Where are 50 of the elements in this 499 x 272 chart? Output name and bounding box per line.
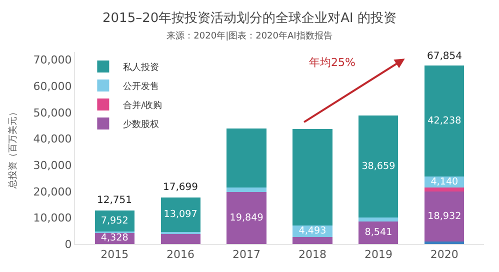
chart-subtitle: 来源：2020年|图表：2020年AI指数报告 — [166, 30, 332, 42]
y-tick-label: 50,000 — [33, 106, 72, 120]
data-label: 8,541 — [364, 227, 392, 238]
y-tick-label: 60,000 — [33, 80, 72, 94]
bar — [292, 128, 332, 226]
data-label: 42,238 — [428, 115, 462, 126]
bar — [226, 192, 266, 244]
data-label: 38,659 — [362, 160, 396, 172]
bar — [358, 222, 398, 244]
total-label: 17,699 — [163, 182, 198, 193]
chart-title: 2015–20年按投资活动划分的全球企业对AI 的投资 — [102, 10, 396, 26]
bar — [424, 188, 464, 192]
legend-label: 合并/收购 — [123, 100, 162, 112]
legend-label: 公开发售 — [123, 81, 160, 92]
legend-label: 少数股权 — [123, 119, 160, 130]
data-label: 18,932 — [428, 210, 462, 222]
bar — [424, 241, 464, 244]
bar — [160, 234, 200, 244]
y-tick-label: 40,000 — [33, 132, 72, 146]
bar — [226, 128, 266, 188]
x-tick-label: 2016 — [166, 248, 195, 262]
bar — [94, 210, 134, 232]
x-tick-label: 2018 — [298, 248, 326, 262]
data-label: 7,952 — [100, 215, 128, 226]
data-label: 4,493 — [298, 226, 326, 237]
data-label: 13,097 — [164, 209, 198, 220]
y-axis-title: 总投资（百万美元） — [8, 108, 19, 190]
x-tick-label: 2020 — [430, 248, 458, 262]
data-label: 4,328 — [100, 232, 128, 244]
bar — [226, 188, 266, 192]
y-tick-label: 10,000 — [33, 212, 72, 225]
bar — [358, 217, 398, 222]
data-label: 4,140 — [430, 176, 458, 188]
data-label: 19,849 — [230, 212, 264, 224]
bar — [292, 237, 332, 244]
x-tick-label: 2015 — [100, 248, 129, 262]
bar — [358, 116, 398, 218]
x-tick-label: 2017 — [232, 248, 261, 262]
x-tick-label: 2019 — [364, 248, 392, 262]
legend-label: 私人投资 — [123, 62, 160, 74]
bar — [160, 197, 200, 232]
total-label: 67,854 — [427, 51, 462, 62]
y-tick-label: 70,000 — [33, 54, 72, 67]
y-tick-label: 0 — [64, 238, 72, 251]
y-tick-label: 20,000 — [33, 185, 72, 198]
y-tick-label: 30,000 — [33, 158, 72, 172]
total-label: 12,751 — [97, 195, 132, 206]
bar — [424, 66, 464, 177]
annotation: 年均25% — [309, 56, 356, 69]
bar — [424, 192, 464, 242]
